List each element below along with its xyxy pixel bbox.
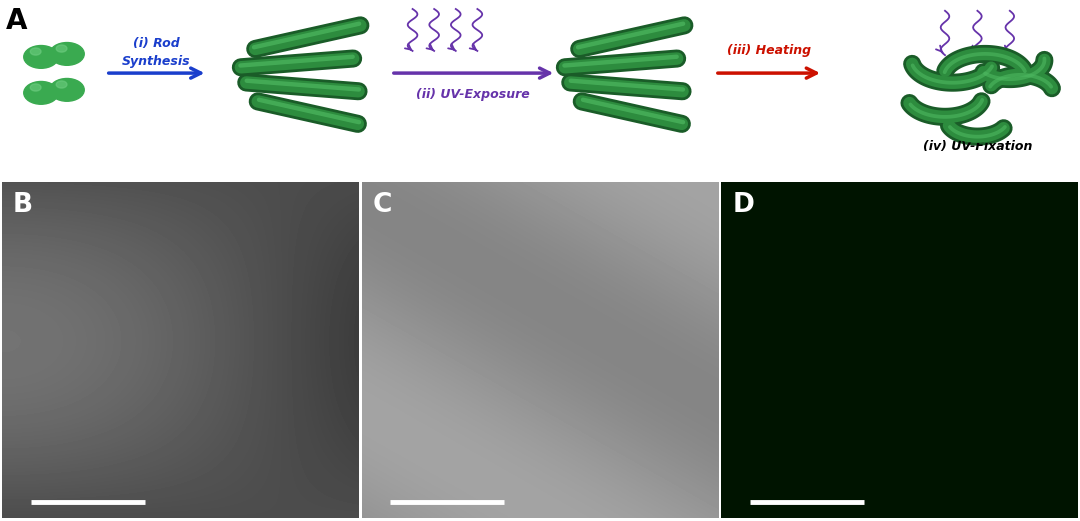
- Text: A: A: [5, 7, 27, 35]
- Text: (iv) UV-Fixation: (iv) UV-Fixation: [922, 140, 1032, 153]
- Text: B: B: [13, 192, 33, 218]
- Text: (ii) UV-Exposure: (ii) UV-Exposure: [416, 88, 530, 101]
- Text: C: C: [373, 192, 392, 218]
- Text: (i) Rod: (i) Rod: [133, 36, 180, 49]
- Ellipse shape: [30, 84, 41, 91]
- Ellipse shape: [56, 81, 67, 88]
- Ellipse shape: [50, 43, 84, 65]
- Ellipse shape: [24, 81, 58, 104]
- Text: D: D: [732, 192, 754, 218]
- Ellipse shape: [30, 48, 41, 55]
- Ellipse shape: [50, 79, 84, 101]
- Text: Synthesis: Synthesis: [122, 55, 191, 68]
- Ellipse shape: [24, 45, 58, 68]
- Text: (iii) Heating: (iii) Heating: [727, 44, 811, 57]
- Ellipse shape: [56, 45, 67, 52]
